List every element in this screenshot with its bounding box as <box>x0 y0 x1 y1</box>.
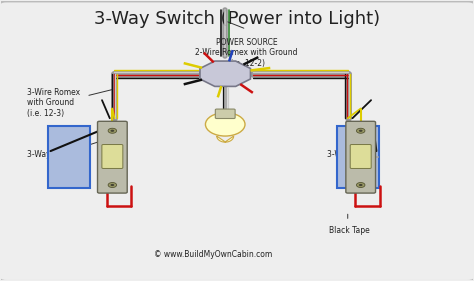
FancyBboxPatch shape <box>346 121 375 193</box>
Circle shape <box>205 113 245 136</box>
FancyBboxPatch shape <box>98 121 127 193</box>
Text: 3-Wire Romex
with Ground
(i.e. 12-3): 3-Wire Romex with Ground (i.e. 12-3) <box>27 88 81 118</box>
Circle shape <box>356 128 365 133</box>
Text: Black Tape: Black Tape <box>329 226 370 235</box>
Text: POWER SOURCE
2-Wire Romex with Ground
(i.e. 12-2): POWER SOURCE 2-Wire Romex with Ground (i… <box>195 38 298 68</box>
Circle shape <box>110 184 114 186</box>
Circle shape <box>110 130 114 132</box>
FancyBboxPatch shape <box>47 126 90 188</box>
Text: 3-Way Switch: 3-Way Switch <box>327 150 378 159</box>
Text: © www.BuildMyOwnCabin.com: © www.BuildMyOwnCabin.com <box>155 250 273 259</box>
Text: 3-Way Switch: 3-Way Switch <box>27 150 79 159</box>
Text: 3-Way Switch (Power into Light): 3-Way Switch (Power into Light) <box>94 10 380 28</box>
Circle shape <box>359 130 363 132</box>
Circle shape <box>359 184 363 186</box>
Polygon shape <box>200 61 250 86</box>
FancyBboxPatch shape <box>215 109 235 119</box>
FancyBboxPatch shape <box>337 126 379 188</box>
FancyBboxPatch shape <box>350 144 371 169</box>
Circle shape <box>356 183 365 187</box>
Circle shape <box>108 128 117 133</box>
Polygon shape <box>217 136 234 142</box>
FancyBboxPatch shape <box>102 144 123 169</box>
Circle shape <box>108 183 117 187</box>
